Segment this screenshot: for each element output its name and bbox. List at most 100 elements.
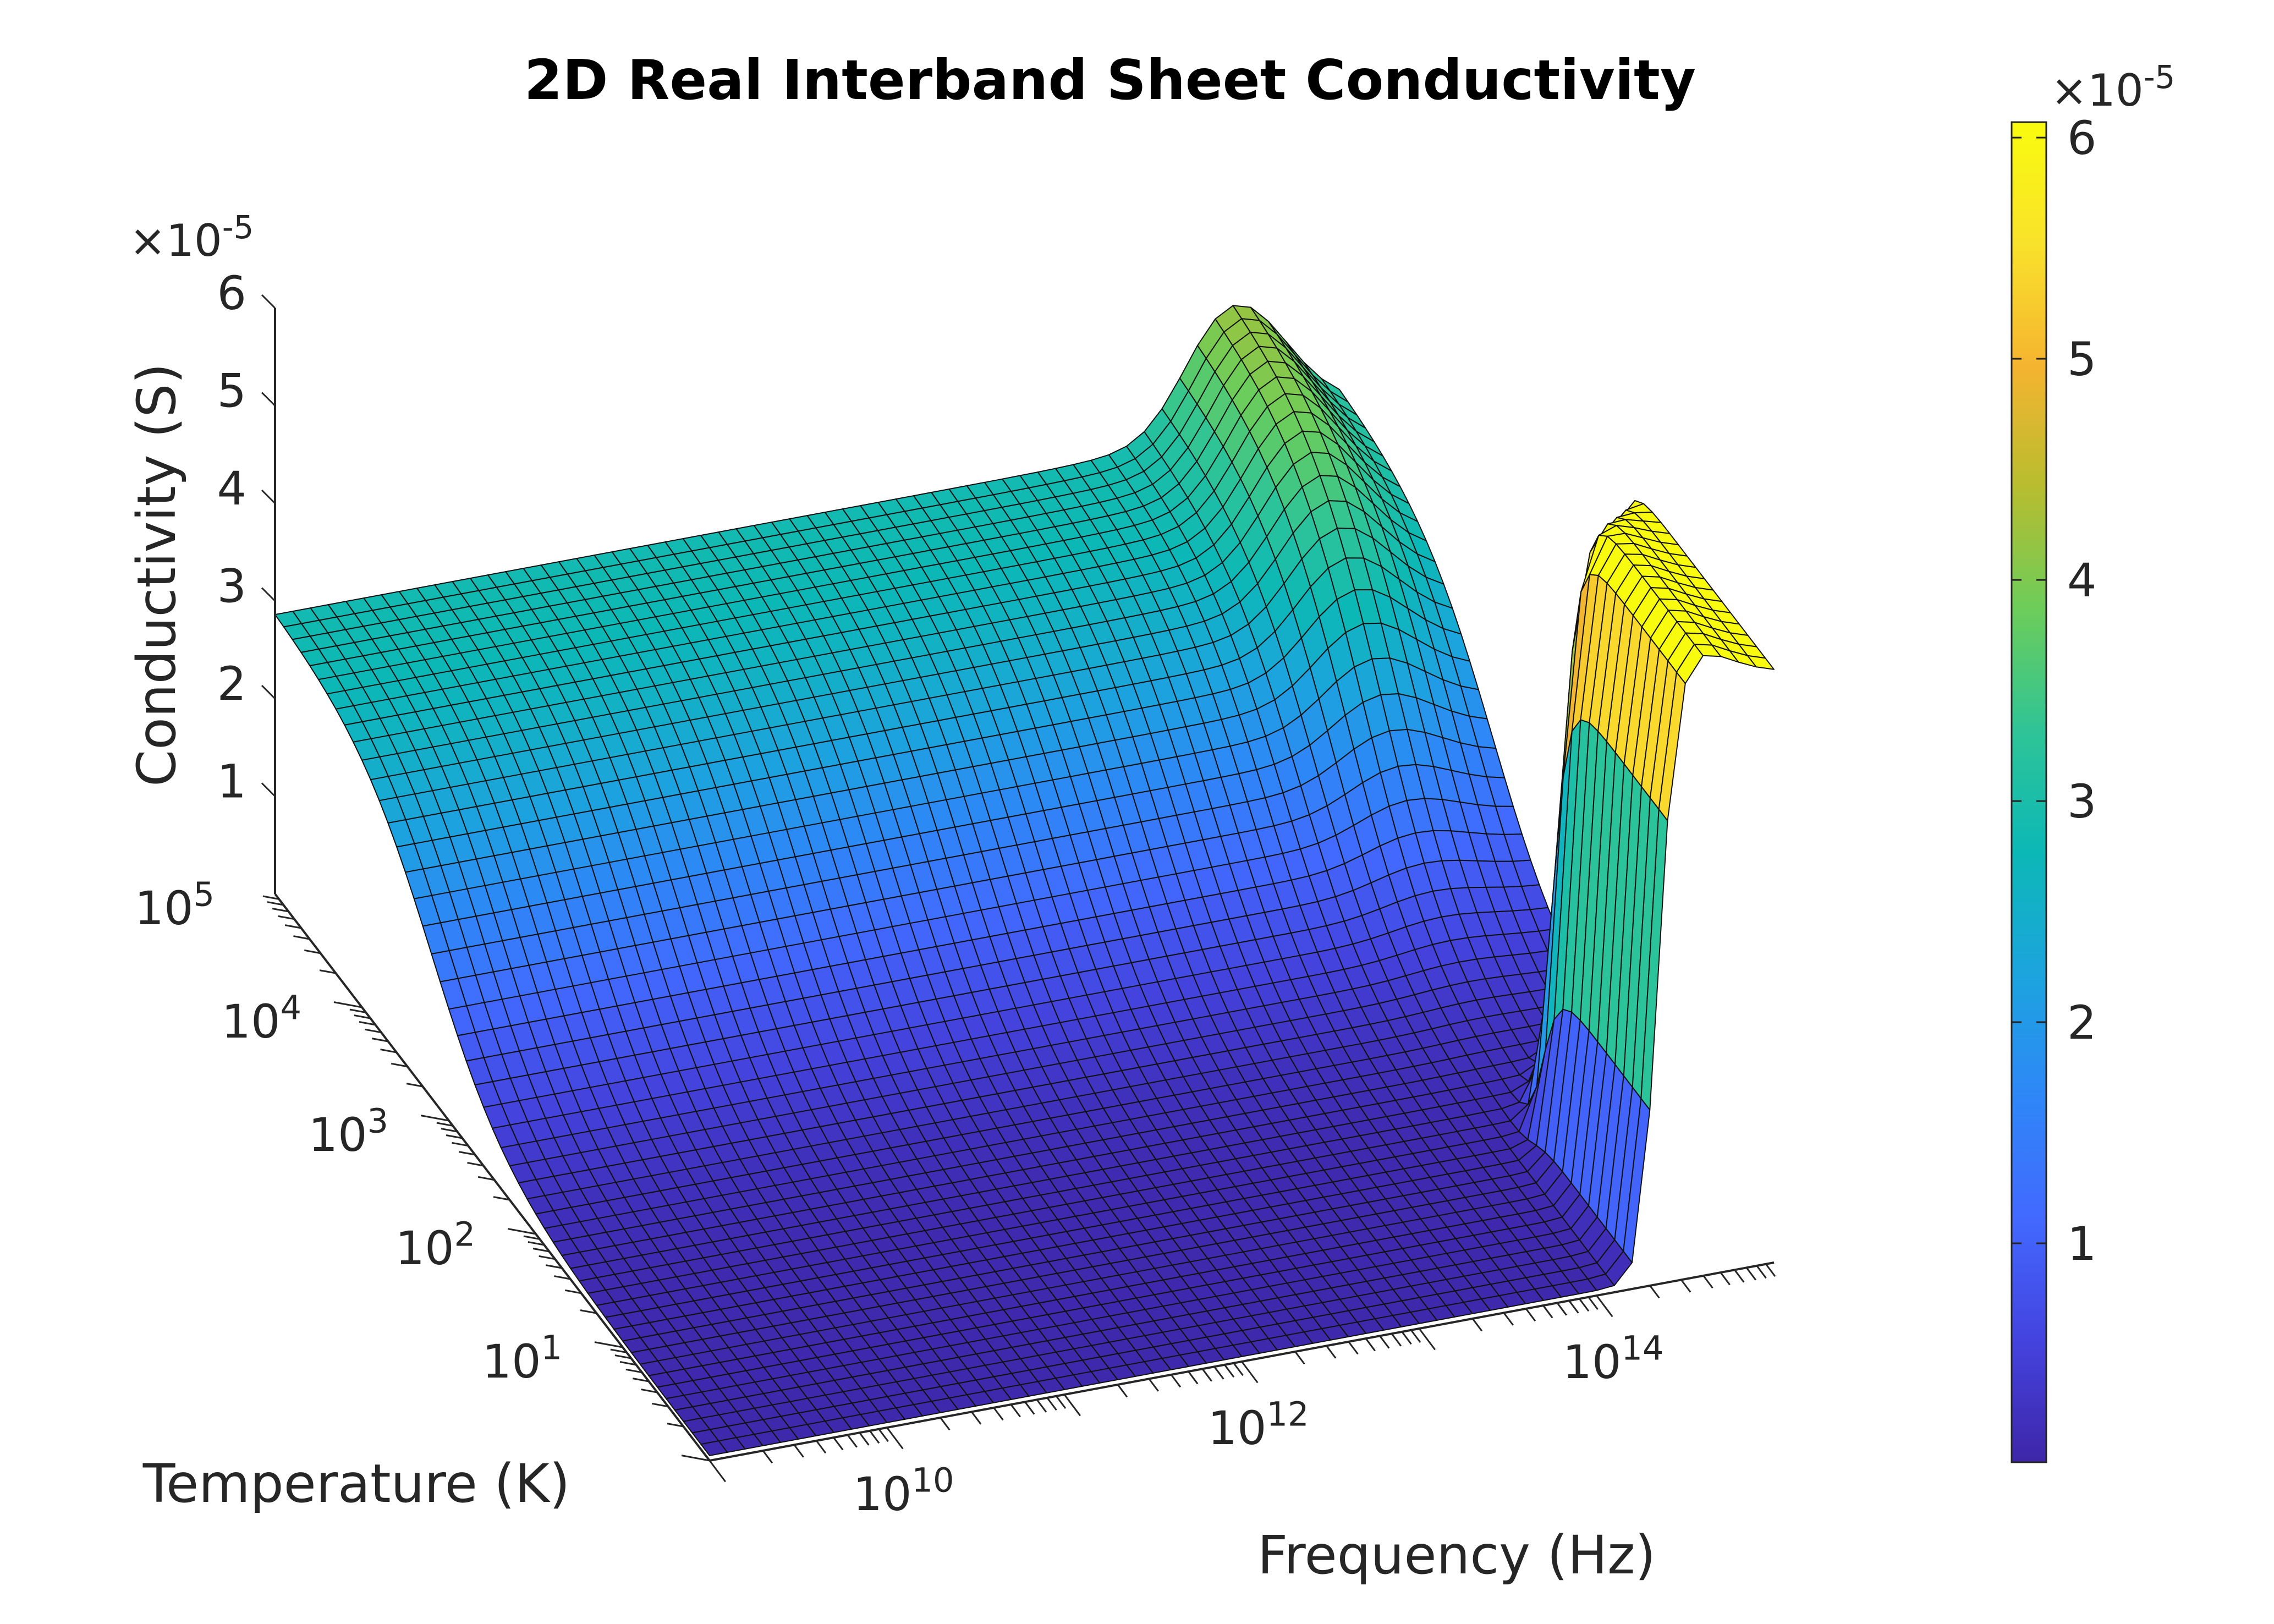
x-axis-major-tick bbox=[886, 1427, 904, 1450]
x-axis-minor-tick bbox=[1410, 1329, 1421, 1343]
x-axis-minor-tick bbox=[1720, 1272, 1731, 1286]
y-axis-minor-tick bbox=[625, 1368, 642, 1374]
surface-patch bbox=[1625, 503, 1653, 514]
y-axis-minor-tick bbox=[293, 935, 310, 940]
y-axis-minor-tick bbox=[365, 1028, 382, 1034]
x-axis-minor-tick bbox=[1503, 1312, 1514, 1326]
x-axis-minor-tick bbox=[1401, 1331, 1412, 1345]
x-axis-minor-tick bbox=[1391, 1333, 1402, 1347]
colorbar-gradient bbox=[2011, 121, 2047, 1463]
y-axis-line bbox=[274, 893, 711, 1462]
y-axis-minor-tick bbox=[539, 1255, 556, 1260]
y-axis-minor-tick bbox=[267, 901, 284, 906]
x-axis-minor-tick bbox=[1348, 1341, 1359, 1355]
z-axis-label: Conductivity (S) bbox=[126, 363, 188, 787]
y-axis-minor-tick bbox=[651, 1402, 668, 1408]
x-axis-major-tick bbox=[708, 1460, 727, 1483]
z-tick-label: 1 bbox=[217, 755, 246, 809]
z-tick-label: 6 bbox=[217, 266, 246, 320]
colorbar-tick-label: 4 bbox=[2067, 553, 2096, 607]
x-axis-minor-tick bbox=[1734, 1269, 1745, 1283]
x-axis-minor-tick bbox=[847, 1434, 858, 1448]
y-axis-minor-tick bbox=[441, 1128, 458, 1133]
x-axis-minor-tick bbox=[1471, 1318, 1483, 1332]
colorbar-multiplier-label: ×10-5 bbox=[2051, 59, 2175, 116]
y-tick-label: 101 bbox=[482, 1329, 562, 1389]
x-axis-minor-tick bbox=[1213, 1366, 1224, 1380]
x-tick-label: 1012 bbox=[1208, 1395, 1309, 1455]
y-axis-minor-tick bbox=[614, 1354, 631, 1359]
y-axis-major-tick bbox=[681, 1455, 710, 1462]
y-axis-minor-tick bbox=[406, 1083, 423, 1088]
surface-patch bbox=[1746, 655, 1775, 670]
chart-title: 2D Real Interband Sheet Conductivity bbox=[524, 48, 1696, 112]
colorbar: 1 2 3 4 5 6×10-5 bbox=[2011, 59, 2175, 1463]
x-tick-label: 1014 bbox=[1563, 1329, 1664, 1389]
x-axis-minor-tick bbox=[1201, 1368, 1212, 1382]
y-axis-minor-tick bbox=[349, 1008, 366, 1013]
z-axis-tick bbox=[261, 392, 276, 407]
x-axis-minor-tick bbox=[859, 1432, 870, 1446]
y-tick-label: 103 bbox=[309, 1102, 388, 1162]
x-axis-minor-tick bbox=[1765, 1263, 1776, 1277]
x-axis-minor-tick bbox=[1556, 1302, 1567, 1316]
y-axis-minor-tick bbox=[272, 908, 289, 913]
x-axis-minor-tick bbox=[1233, 1362, 1244, 1376]
y-axis-minor-tick bbox=[319, 969, 336, 974]
x-axis-minor-tick bbox=[793, 1444, 804, 1458]
colorbar-tick-label: 6 bbox=[2067, 111, 2096, 165]
y-axis-minor-tick bbox=[532, 1248, 550, 1253]
z-tick-label: 2 bbox=[217, 657, 246, 711]
y-axis-major-tick bbox=[420, 1115, 449, 1122]
y-tick-label: 104 bbox=[222, 989, 301, 1049]
y-axis-major-tick bbox=[594, 1341, 623, 1348]
z-axis-tick bbox=[261, 782, 276, 797]
z-tick-label: 4 bbox=[217, 462, 246, 515]
y-axis-minor-tick bbox=[446, 1134, 463, 1139]
y-axis-minor-tick bbox=[619, 1361, 636, 1366]
y-axis-minor-tick bbox=[632, 1378, 649, 1382]
z-axis-tick bbox=[261, 294, 276, 309]
y-tick-label: 102 bbox=[396, 1215, 475, 1275]
x-axis-minor-tick bbox=[971, 1411, 982, 1425]
x-axis-minor-tick bbox=[762, 1450, 773, 1464]
x-axis-minor-tick bbox=[1702, 1275, 1713, 1289]
y-axis-minor-tick bbox=[477, 1176, 495, 1181]
colorbar-tick-label: 2 bbox=[2067, 996, 2096, 1050]
y-axis-minor-tick bbox=[371, 1038, 388, 1043]
colorbar-tick-label: 3 bbox=[2067, 775, 2096, 829]
y-axis-minor-tick bbox=[359, 1021, 376, 1026]
surface-plot bbox=[274, 305, 1775, 1456]
x-axis-minor-tick bbox=[1170, 1374, 1182, 1388]
x-axis-major-tick bbox=[1418, 1328, 1436, 1351]
y-axis-minor-tick bbox=[580, 1309, 597, 1314]
y-axis-label: Temperature (K) bbox=[142, 1453, 570, 1515]
x-axis-minor-tick bbox=[1568, 1300, 1579, 1314]
y-axis-minor-tick bbox=[467, 1162, 484, 1167]
x-axis-minor-tick bbox=[1046, 1397, 1057, 1411]
y-tick-label: 105 bbox=[135, 875, 215, 935]
y-axis-minor-tick bbox=[452, 1142, 469, 1147]
x-axis-minor-tick bbox=[1326, 1345, 1337, 1359]
x-axis-minor-tick bbox=[1056, 1395, 1067, 1409]
y-axis-minor-tick bbox=[528, 1241, 545, 1246]
z-tick-label: 3 bbox=[217, 559, 246, 613]
x-axis-minor-tick bbox=[878, 1428, 889, 1442]
x-axis-minor-tick bbox=[940, 1417, 951, 1431]
x-axis-minor-tick bbox=[1756, 1265, 1767, 1279]
x-axis-minor-tick bbox=[1010, 1404, 1021, 1418]
z-tick-label: 5 bbox=[217, 364, 246, 418]
x-axis-minor-tick bbox=[1649, 1285, 1660, 1299]
x-axis-minor-tick bbox=[1542, 1305, 1553, 1319]
y-axis-minor-tick bbox=[545, 1264, 562, 1269]
x-axis-minor-tick bbox=[1579, 1298, 1590, 1312]
x-axis-minor-tick bbox=[833, 1437, 844, 1451]
z-multiplier-label: ×10-5 bbox=[129, 209, 254, 266]
z-axis-tick bbox=[261, 587, 276, 602]
x-axis-minor-tick bbox=[1148, 1378, 1159, 1392]
y-axis-minor-tick bbox=[554, 1275, 571, 1280]
y-axis-minor-tick bbox=[304, 949, 321, 954]
x-axis-minor-tick bbox=[1365, 1338, 1376, 1352]
